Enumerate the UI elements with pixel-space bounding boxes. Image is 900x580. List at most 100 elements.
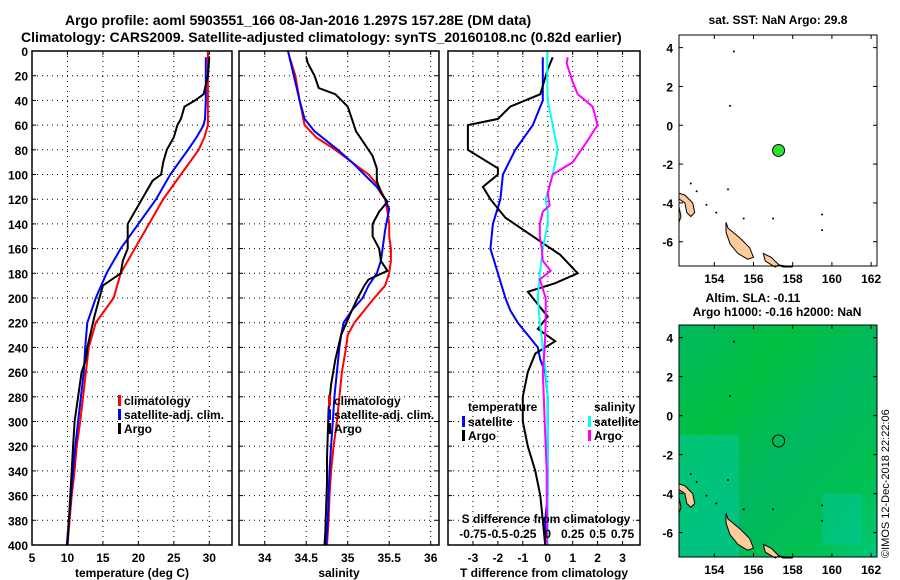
legend-swatch (118, 409, 121, 420)
y-tick-label: -6 (662, 236, 673, 250)
x-tick-label: 25 (167, 551, 181, 565)
y-tick-label: 220 (8, 317, 28, 331)
x-tick-label: 0 (544, 551, 551, 565)
y-tick-label: 0 (666, 119, 673, 133)
island-marker (715, 211, 718, 214)
title-line-1: Argo profile: aoml 5903551_166 08-Jan-20… (65, 12, 532, 28)
map-sla: 154 156 158 160 162 4 2 0 -2 -4 -6 Altim. SLA: -0.1… (662, 291, 881, 577)
series-line-satellite-adj-clim- (65, 57, 207, 546)
y-tick-label: 280 (8, 391, 28, 405)
argo-float-marker (772, 143, 786, 157)
series-line-climatology (66, 51, 209, 546)
y-tick-label: 40 (15, 94, 29, 108)
y-tick-label: -6 (662, 527, 673, 541)
legend-entry: satellite-adj. clim. (334, 408, 434, 422)
axes-frame (238, 50, 440, 546)
island-marker (821, 229, 824, 232)
series-line-temperature-argo (466, 56, 580, 546)
x2-tick-label: 0 (544, 527, 551, 541)
island-marker (689, 473, 692, 476)
legend-entry: satellite-adj. clim. (124, 408, 224, 422)
x-tick-label: 34 (258, 551, 272, 565)
y-tick-label: 180 (8, 267, 28, 281)
series-line-argo (66, 57, 211, 546)
series-line-satellite-adj-clim- (287, 50, 391, 546)
y-tick-label: 140 (8, 218, 28, 232)
x-tick-label: 35.5 (378, 551, 402, 565)
y-tick-label: -2 (662, 449, 673, 463)
x-tick-label: -1 (517, 551, 528, 565)
legend-swatch (118, 395, 121, 406)
legend-swatch (588, 416, 591, 427)
series-line-salinity-satellite (536, 51, 559, 545)
island-marker (695, 480, 698, 483)
x-tick-label: 30 (203, 551, 217, 565)
legend-swatch (328, 409, 331, 420)
y-tick-label: 120 (8, 193, 28, 207)
legend-entry: Argo (334, 422, 362, 436)
y-tick-label: 0 (21, 45, 28, 59)
y-tick-label: 60 (15, 119, 29, 133)
x2-tick-label: -0.5 (488, 527, 509, 541)
y-tick-label: 160 (8, 243, 28, 257)
series-line-argo (305, 56, 389, 546)
y-tick-label: 2 (666, 371, 673, 385)
x-axis-label: temperature (deg C) (75, 566, 189, 580)
axes-frame (447, 50, 641, 546)
island-marker (715, 502, 718, 505)
y-tick-label: 2 (666, 80, 673, 94)
y-tick-label: 200 (8, 292, 28, 306)
x-tick-label: 35 (341, 551, 355, 565)
series-line-salinity-argo (538, 57, 599, 546)
x2-tick-label: 0.75 (611, 527, 635, 541)
y-tick-label: -2 (662, 158, 673, 172)
island-marker (695, 190, 698, 193)
y-tick-label: 80 (15, 144, 29, 158)
land-polygon (678, 192, 696, 218)
legend-group-title: temperature (468, 400, 538, 414)
legend-entry: Argo (468, 429, 496, 443)
x-axis-label: salinity (318, 566, 360, 580)
y-tick-label: 320 (8, 440, 28, 454)
y-tick-label: 400 (8, 539, 28, 553)
y-tick-label: -4 (662, 488, 673, 502)
y-tick-label: 240 (8, 341, 28, 355)
x-tick-label: 5 (29, 551, 36, 565)
legend-entry: climatology (124, 394, 191, 408)
legend-swatch (118, 423, 121, 434)
island-marker (705, 203, 708, 206)
y-tick-label: 0 (666, 410, 673, 424)
x-tick-label: 158 (783, 272, 803, 286)
island-marker (727, 478, 730, 481)
land-polygon (678, 483, 696, 509)
map-title: Altim. SLA: -0.11 (706, 291, 801, 305)
island-marker (772, 217, 775, 220)
legend-group-title: salinity (594, 400, 636, 414)
series-line-climatology (288, 56, 392, 546)
argo-float-marker (772, 434, 786, 448)
y-tick-label: 4 (666, 42, 673, 56)
profile-panel-salinity: 34 34.5 35 35.5 36 salinity climatologysatelli… (238, 50, 440, 580)
x-tick-label: 160 (822, 272, 842, 286)
map-sst: 154 156 158 160 162 4 2 0 -2 -4 -6 sat. SST: NaN Ar… (662, 13, 881, 286)
x-tick-label: 162 (861, 563, 881, 577)
y-tick-label: 340 (8, 465, 28, 479)
x-tick-label: 154 (704, 272, 724, 286)
island-marker (821, 519, 824, 522)
x-tick-label: 156 (743, 563, 763, 577)
y-tick-label: 4 (666, 332, 673, 346)
x2-tick-label: -0.75 (459, 527, 487, 541)
y-tick-label: 100 (8, 169, 28, 183)
series-line-temperature-satellite (489, 57, 549, 545)
x-tick-label: 20 (132, 551, 146, 565)
axes-frame (31, 50, 233, 546)
island-marker (727, 188, 730, 191)
legend-swatch (588, 430, 591, 441)
x-tick-label: 10 (61, 551, 75, 565)
x-tick-label: 36 (424, 551, 438, 565)
x-tick-label: 160 (822, 563, 842, 577)
map-frame (678, 34, 878, 267)
x-tick-label: -3 (468, 551, 479, 565)
legend-entry: satellite (468, 415, 513, 429)
island-marker (728, 104, 731, 107)
